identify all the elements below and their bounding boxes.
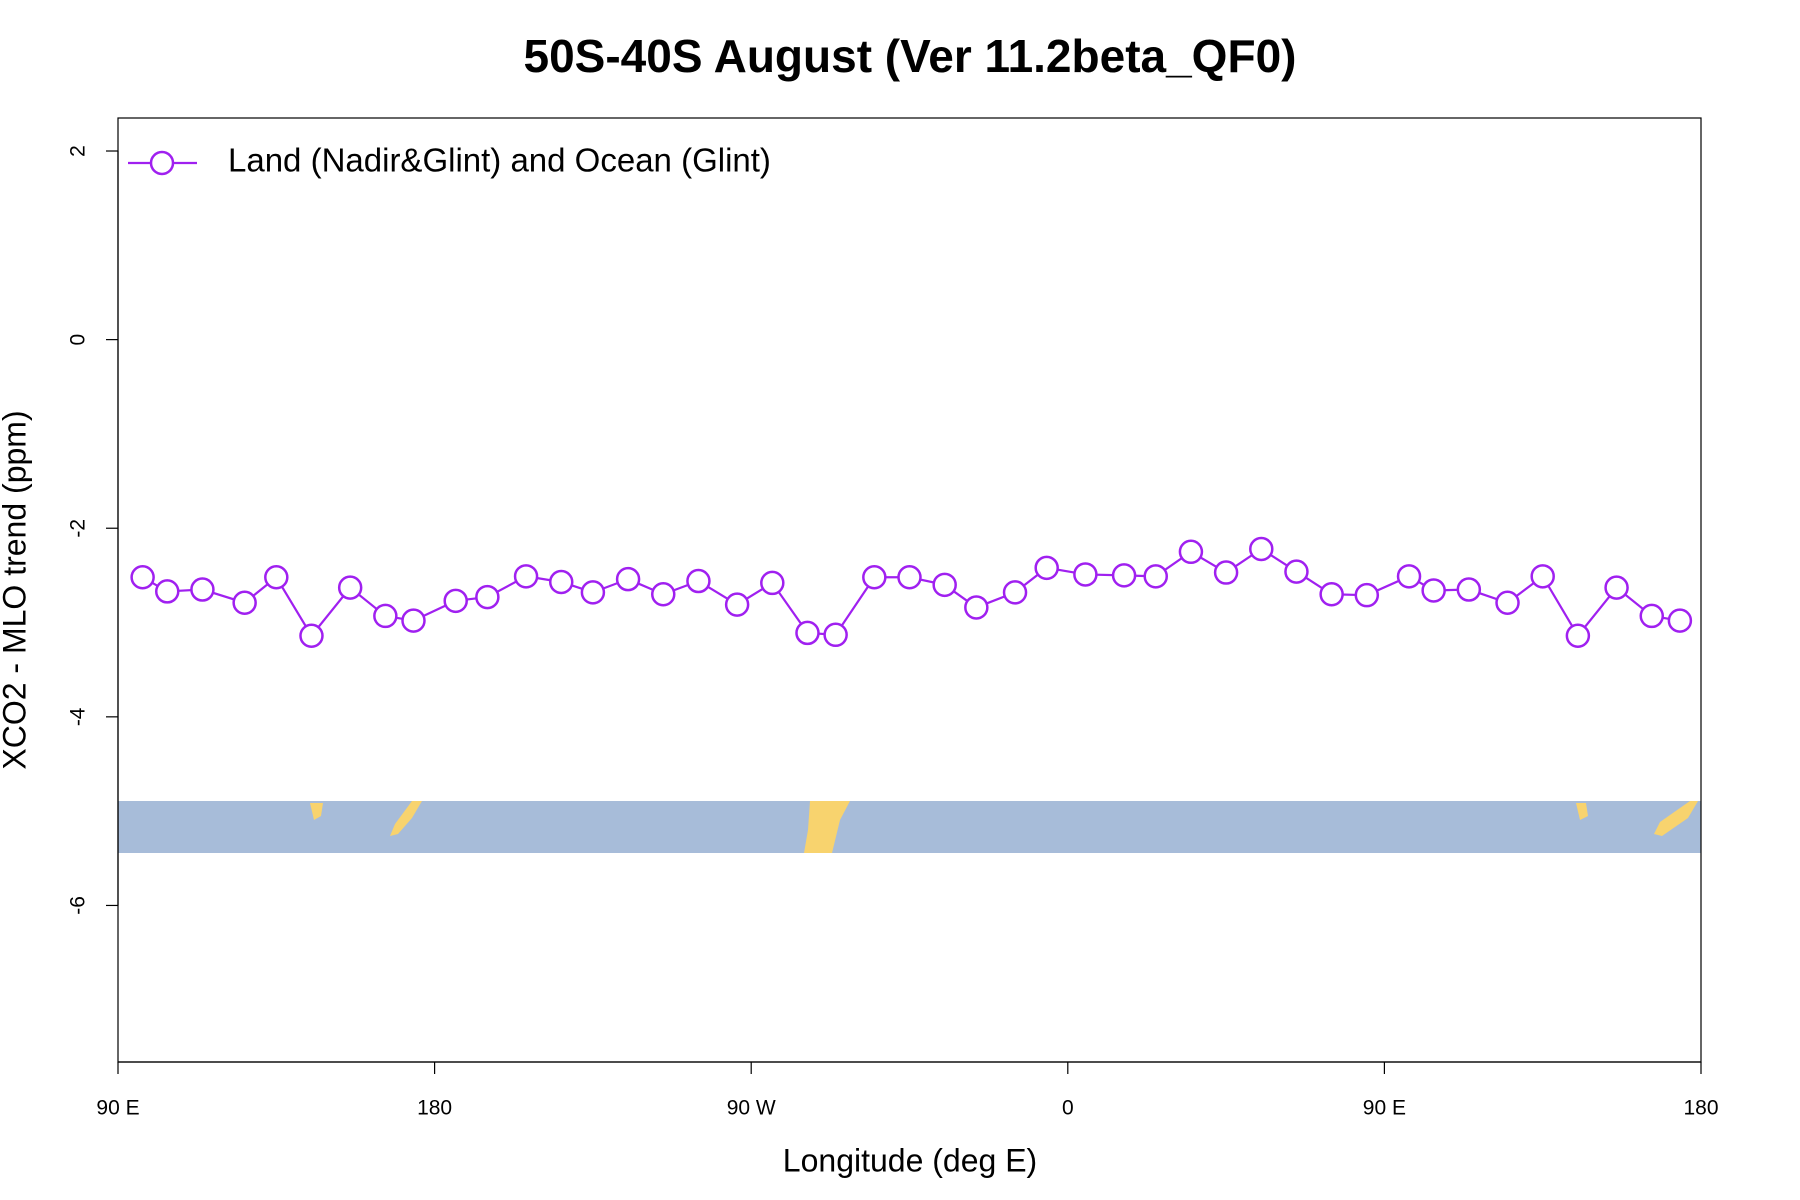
data-point xyxy=(1143,564,1168,589)
data-point xyxy=(1667,608,1693,633)
data-point xyxy=(1073,562,1098,587)
data-point xyxy=(823,622,848,648)
data-point xyxy=(964,595,989,620)
legend: Land (Nadir&Glint) and Ocean (Glint) xyxy=(128,142,771,179)
data-point xyxy=(580,580,606,605)
series-line xyxy=(142,547,1681,638)
land xyxy=(1576,803,1588,820)
data-point xyxy=(401,608,426,633)
data-point xyxy=(299,623,324,648)
data-point xyxy=(1354,582,1380,608)
data-point xyxy=(154,579,180,604)
data-point xyxy=(475,584,500,610)
data-point xyxy=(513,564,539,589)
data-point xyxy=(1002,580,1028,605)
data-point xyxy=(337,575,363,600)
data-point xyxy=(686,568,711,594)
legend-label: Land (Nadir&Glint) and Ocean (Glint) xyxy=(228,142,771,179)
land xyxy=(390,801,422,836)
data-point xyxy=(443,588,468,614)
data-point xyxy=(615,566,641,592)
land xyxy=(804,801,850,853)
data-point xyxy=(1319,581,1344,607)
data-point xyxy=(651,581,676,607)
data-point xyxy=(1034,555,1059,581)
data-point xyxy=(232,590,257,615)
data-point xyxy=(548,569,574,595)
y-tick-label: -4 xyxy=(67,707,90,726)
data-point xyxy=(130,565,155,590)
data-point xyxy=(724,592,750,617)
data-point xyxy=(1111,563,1137,588)
data-point xyxy=(264,565,289,590)
data-point xyxy=(373,603,398,629)
data-point xyxy=(1495,590,1520,615)
y-tick-label: -2 xyxy=(67,519,90,538)
x-tick-label: 90 W xyxy=(727,1097,776,1120)
data-point xyxy=(897,565,922,590)
y-tick-label: -6 xyxy=(67,896,90,915)
x-axis-label: Longitude (deg E) xyxy=(783,1142,1037,1178)
data-point xyxy=(1604,575,1629,600)
y-tick-label: 0 xyxy=(67,334,90,346)
data-point xyxy=(1178,539,1204,565)
x-tick-label: 0 xyxy=(1062,1097,1074,1120)
y-tick-label: 2 xyxy=(67,145,90,157)
data-point xyxy=(1456,577,1482,602)
data-point xyxy=(932,572,957,598)
x-tick-label: 90 E xyxy=(1363,1097,1406,1120)
y-axis-label: XCO2 - MLO trend (ppm) xyxy=(0,410,32,769)
land xyxy=(1654,801,1698,836)
data-point xyxy=(1284,559,1309,584)
chart-title: 50S-40S August (Ver 11.2beta_QF0) xyxy=(524,30,1297,82)
x-tick-label: 180 xyxy=(417,1097,452,1120)
data-point xyxy=(1639,603,1665,629)
map-strip xyxy=(118,801,1701,853)
data-point xyxy=(1565,623,1591,648)
data-point xyxy=(1421,578,1446,603)
data-point xyxy=(795,620,820,646)
x-tick-label: 90 E xyxy=(96,1097,139,1120)
data-point xyxy=(1396,564,1422,589)
ocean-band xyxy=(118,801,1701,853)
land xyxy=(310,803,323,820)
data-point xyxy=(1530,564,1555,589)
legend-marker xyxy=(149,150,175,176)
data-point xyxy=(1213,560,1239,585)
data-point xyxy=(1249,536,1274,562)
x-tick-label: 180 xyxy=(1683,1097,1718,1120)
data-point xyxy=(862,565,887,590)
data-point xyxy=(760,570,785,596)
data-point xyxy=(190,577,215,602)
